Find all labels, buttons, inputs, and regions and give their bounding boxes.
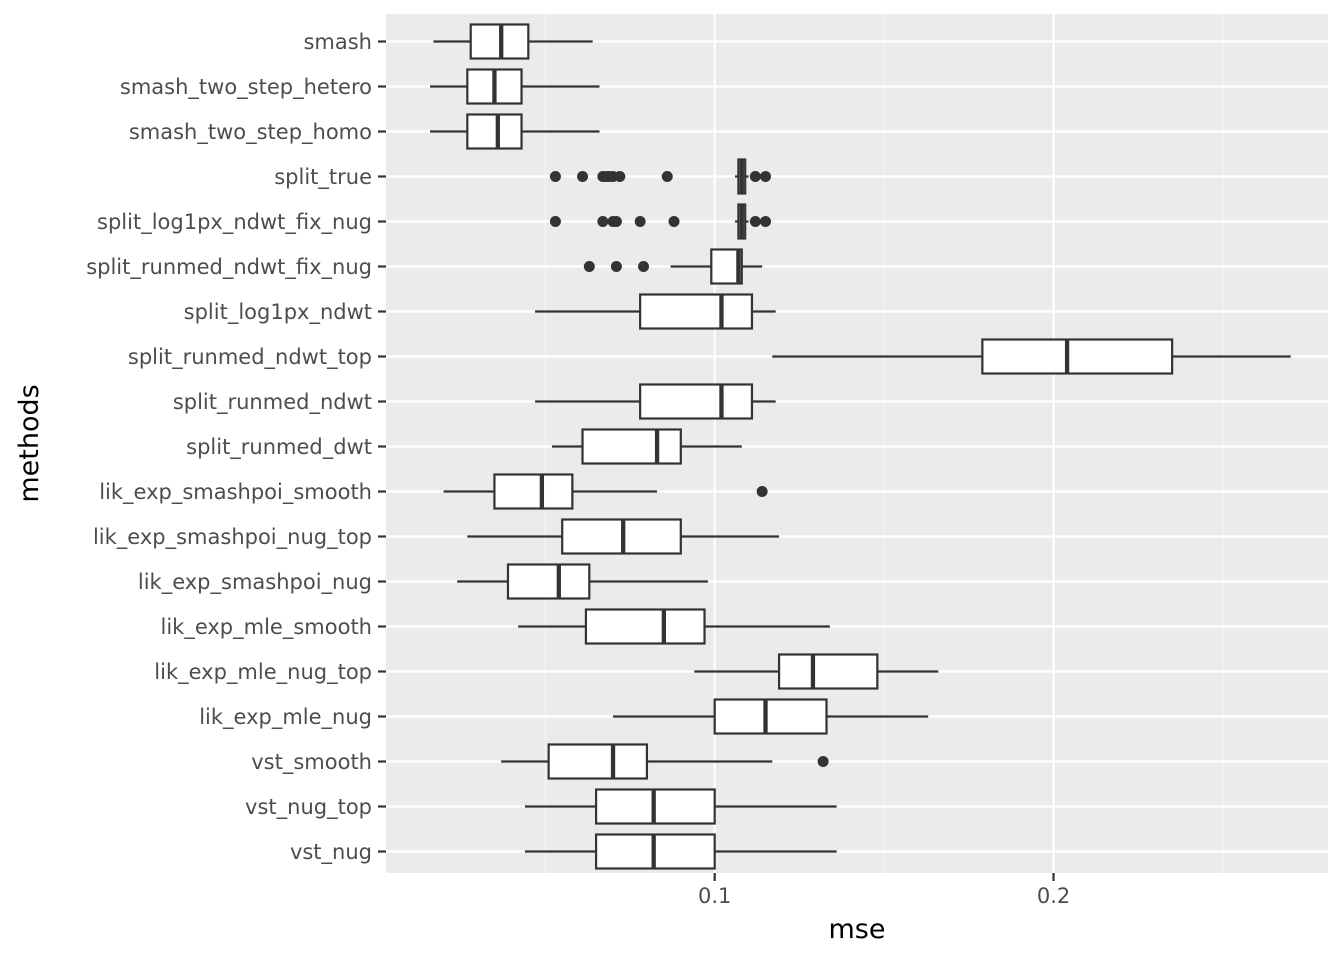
outlier-point (597, 216, 609, 227)
x-axis-title: mse (829, 914, 886, 945)
box-vst_nug (524, 833, 837, 870)
box-iqr (639, 293, 754, 330)
box-split_true (549, 158, 772, 195)
box-iqr (581, 428, 682, 465)
y-tick-label: smash_two_step_hetero (120, 75, 372, 100)
box-split_runmed_ndwt_fix_nug (583, 248, 763, 285)
outlier-point (749, 216, 761, 227)
box-split_runmed_dwt (552, 428, 742, 465)
box-iqr (584, 608, 706, 645)
y-tick-label: split_log1px_ndwt_fix_nug (97, 210, 372, 235)
outlier-point (661, 171, 673, 182)
box-vst_smooth (501, 743, 829, 780)
y-tick-label: lik_exp_mle_nug (199, 705, 372, 730)
y-tick-label: split_runmed_ndwt (173, 390, 372, 415)
box-iqr (639, 383, 754, 420)
outlier-point (749, 171, 761, 182)
outlier-point (614, 171, 626, 182)
x-tick-label: 0.1 (698, 884, 731, 908)
box-iqr (981, 338, 1174, 375)
box-lik_exp_smashpoi_nug_top (467, 518, 780, 555)
box-smash_two_step_homo (430, 113, 600, 150)
box-vst_nug_top (524, 788, 837, 825)
box-iqr (777, 653, 879, 690)
box-smash_two_step_hetero (430, 68, 600, 105)
box-iqr (466, 113, 523, 150)
outlier-point (756, 486, 768, 497)
outlier-point (610, 261, 622, 272)
y-tick-label: split_runmed_ndwt_top (128, 345, 372, 370)
box-split_runmed_ndwt (535, 383, 776, 420)
box-lik_exp_smashpoi_nug (457, 563, 708, 600)
y-tick-label: lik_exp_smashpoi_nug_top (93, 525, 372, 550)
outlier-point (549, 216, 561, 227)
outlier-point (634, 216, 646, 227)
y-tick-label: smash (303, 30, 372, 54)
box-split_log1px_ndwt (535, 293, 776, 330)
box-iqr (713, 698, 828, 735)
y-tick-label: split_true (274, 165, 372, 190)
y-tick-label: lik_exp_mle_nug_top (154, 660, 372, 685)
y-tick-label: lik_exp_mle_smooth (161, 615, 373, 640)
box-lik_exp_mle_nug_top (694, 653, 939, 690)
outlier-point (668, 216, 680, 227)
y-axis: smash smash_two_step_hetero smash_two_step… (86, 30, 386, 865)
box-split_log1px_ndwt_fix_nug (549, 203, 772, 240)
y-tick-label: split_log1px_ndwt (184, 300, 372, 325)
plot-panel (386, 14, 1328, 873)
outlier-point (549, 171, 561, 182)
box-iqr (493, 473, 574, 510)
box-iqr (506, 563, 591, 600)
y-tick-label: split_runmed_ndwt_fix_nug (86, 255, 372, 280)
outlier-point (583, 261, 595, 272)
outlier-point (817, 756, 829, 767)
boxes-layer (430, 23, 1291, 870)
y-tick-label: lik_exp_smashpoi_smooth (99, 480, 372, 505)
box-split_runmed_ndwt_top (772, 338, 1291, 375)
outlier-point (577, 171, 589, 182)
y-tick-label: vst_smooth (251, 750, 372, 775)
y-tick-label: vst_nug_top (245, 795, 372, 820)
outlier-point (760, 171, 772, 182)
y-tick-label: lik_exp_smashpoi_nug (138, 570, 372, 595)
box-lik_exp_smashpoi_smooth (443, 473, 768, 510)
box-iqr (547, 743, 649, 780)
box-smash (433, 23, 593, 60)
y-tick-label: smash_two_step_homo (129, 120, 372, 145)
outlier-point (760, 216, 772, 227)
box-lik_exp_mle_nug (613, 698, 929, 735)
outlier-point (638, 261, 650, 272)
y-tick-label: vst_nug (290, 840, 372, 865)
x-axis: 0.1 0.2 (698, 873, 1070, 908)
box-lik_exp_mle_smooth (518, 608, 830, 645)
outlier-point (610, 216, 622, 227)
y-tick-label: split_runmed_dwt (186, 435, 372, 460)
y-axis-title: methods (14, 384, 45, 502)
x-tick-label: 0.2 (1037, 884, 1070, 908)
